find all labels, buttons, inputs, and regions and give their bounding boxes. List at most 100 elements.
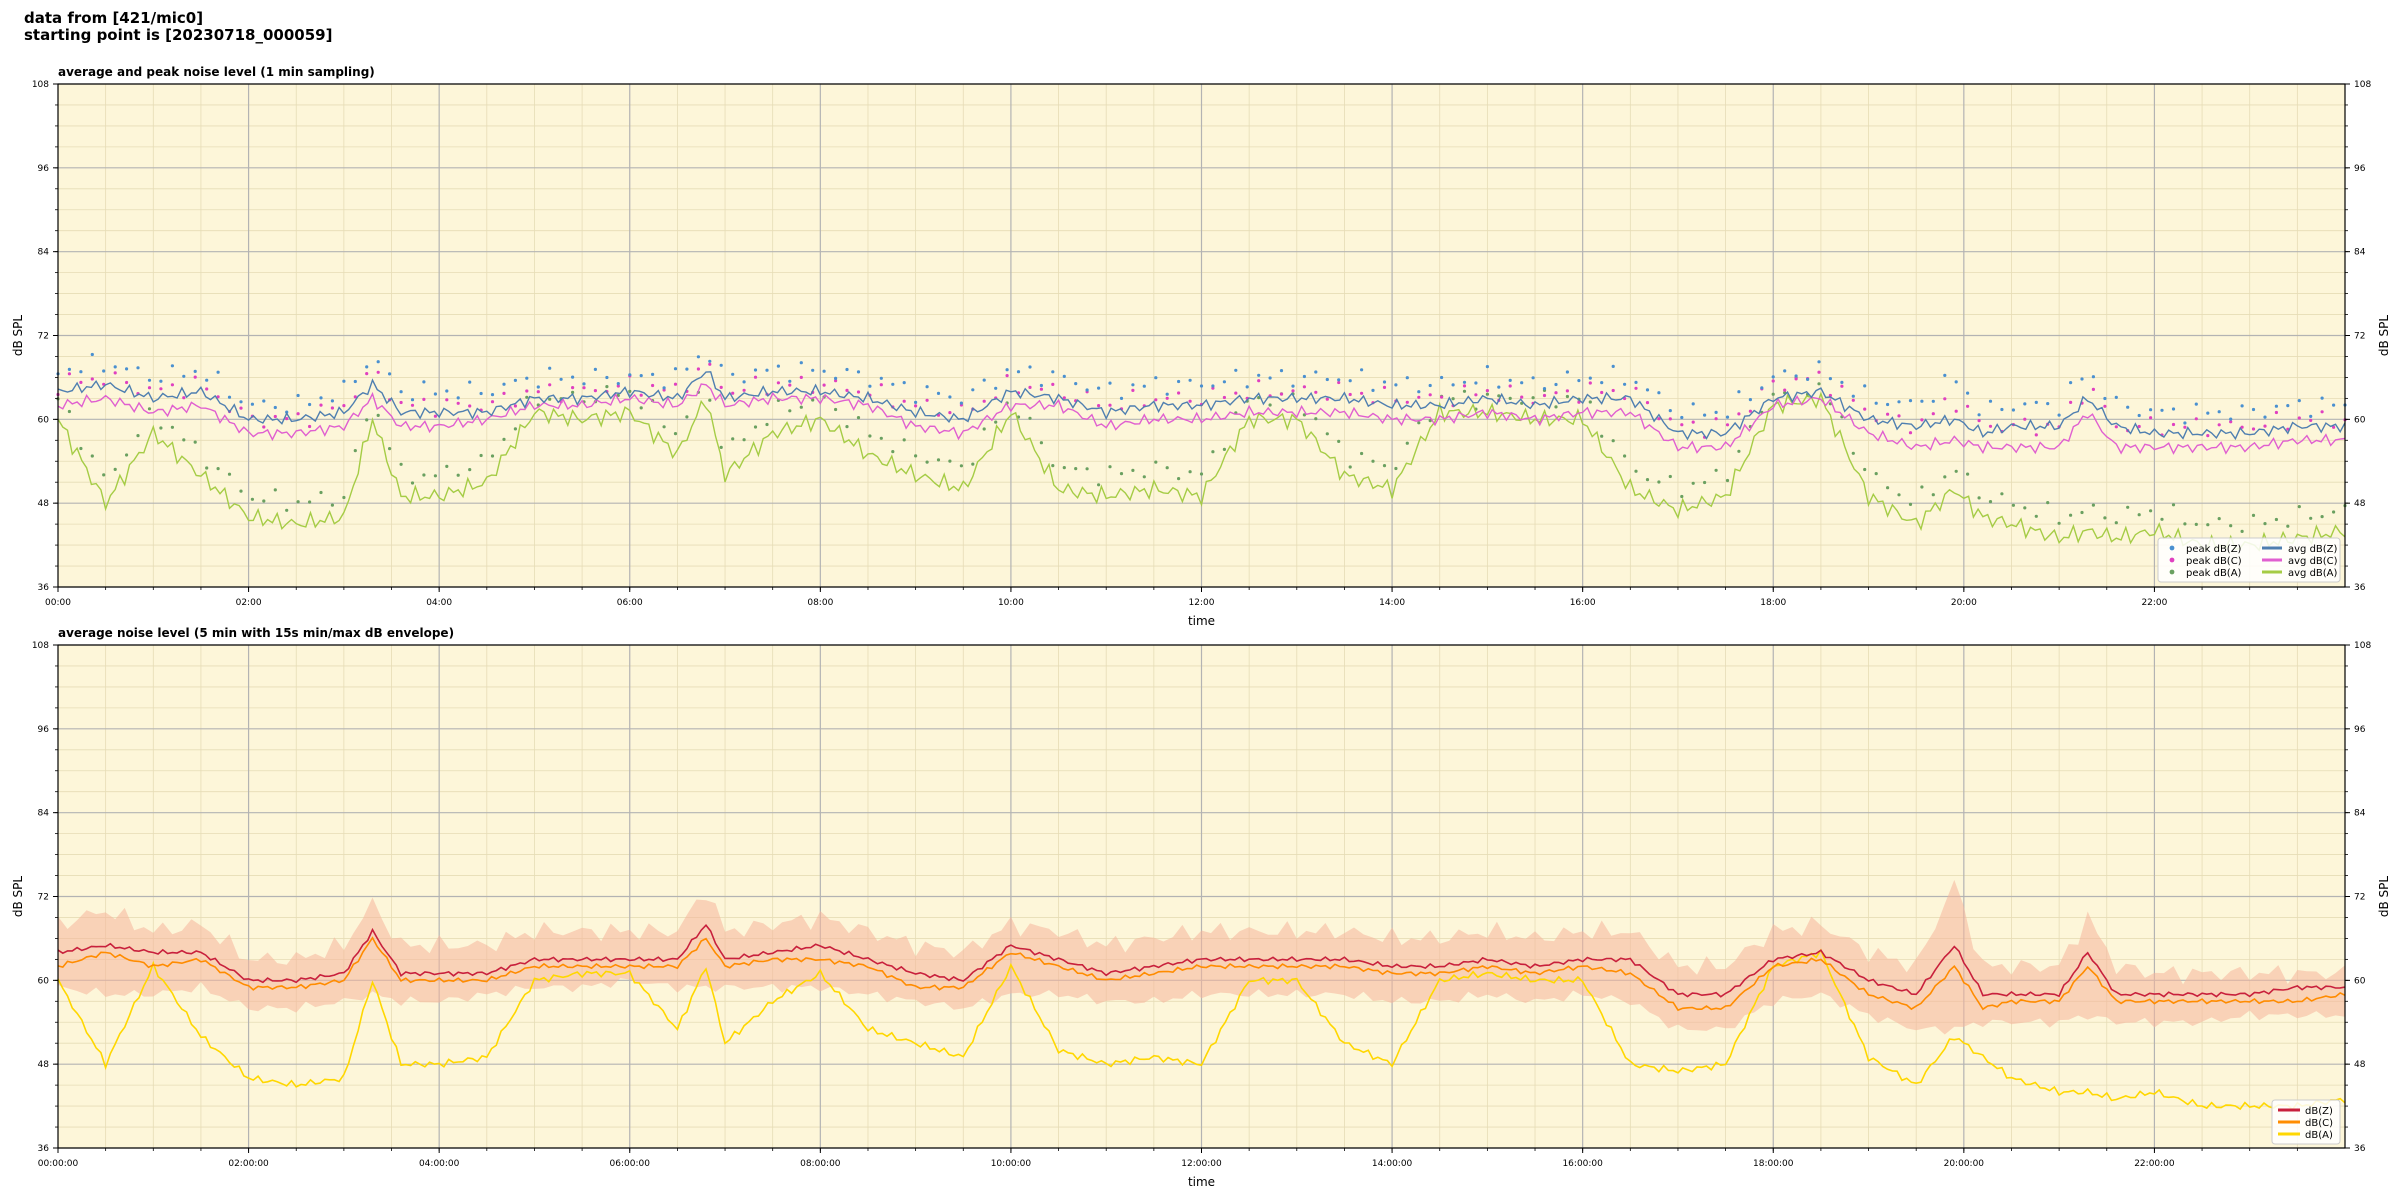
y-tick-label-left: 96: [38, 164, 50, 174]
peak-point-peakdba: [182, 438, 186, 442]
peak-point-peakdbz: [605, 375, 609, 380]
peak-point-peakdbc: [571, 386, 575, 390]
peak-point-peakdbc: [1440, 395, 1444, 399]
peak-point-peakdba: [1462, 389, 1467, 393]
peak-point-peakdbc: [902, 399, 906, 403]
peak-point-peakdbz: [994, 386, 998, 390]
peak-point-peakdba: [2046, 501, 2050, 505]
peak-point-peakdbz: [811, 368, 815, 372]
peak-point-peakdbz: [1988, 399, 1993, 403]
y-tick-label-left: 48: [38, 499, 50, 509]
peak-point-peakdbz: [2240, 404, 2244, 408]
peak-point-peakdbc: [79, 380, 83, 384]
peak-point-peakdbz: [227, 395, 232, 399]
peak-point-peakdbz: [1703, 413, 1707, 417]
peak-point-peakdbc: [2149, 416, 2153, 420]
peak-point-peakdbz: [1748, 398, 1752, 402]
x-tick-label: 04:00: [426, 598, 452, 608]
peak-point-peakdbz: [2137, 413, 2141, 418]
peak-point-peakdbc: [2114, 425, 2118, 429]
peak-point-peakdbc: [1337, 380, 1341, 385]
peak-point-peakdbc: [1657, 417, 1661, 421]
peak-point-peakdba: [79, 446, 83, 451]
header-source-line: data from [421/mic0]: [24, 9, 204, 27]
y-tick-label-right: 60: [2354, 976, 2366, 986]
peak-point-peakdbz: [1211, 384, 1215, 388]
peak-point-peakdba: [2103, 516, 2107, 520]
x-tick-label: 06:00: [617, 598, 643, 608]
peak-point-peakdbz: [1691, 402, 1695, 406]
peak-point-peakdbz: [1760, 386, 1764, 390]
peak-point-peakdba: [1988, 500, 1993, 504]
peak-point-peakdba: [1657, 480, 1661, 484]
legend-box: [2157, 537, 2341, 583]
x-tick-label: 20:00:00: [1944, 1159, 1985, 1169]
peak-point-peakdba: [2011, 503, 2015, 507]
x-tick-label: 20:00: [1951, 598, 1977, 608]
peak-point-peakdbc: [1542, 393, 1547, 398]
peak-point-peakdbc: [1257, 379, 1261, 383]
peak-point-peakdbz: [1908, 399, 1913, 403]
peak-point-peakdbz: [822, 369, 826, 373]
peak-point-peakdbz: [1714, 410, 1718, 414]
peak-point-peakdbc: [273, 414, 277, 419]
peak-point-peakdbz: [639, 374, 643, 378]
peak-point-peakdbz: [1554, 382, 1558, 387]
peak-point-peakdbc: [1382, 385, 1387, 389]
peak-point-peakdbz: [1474, 381, 1478, 385]
y-tick-label-left: 60: [38, 976, 50, 986]
peak-point-peakdbc: [1565, 389, 1569, 393]
peak-point-peakdbz: [1371, 388, 1375, 392]
peak-point-peakdba: [765, 422, 769, 427]
peak-point-peakdba: [479, 453, 483, 458]
peak-point-peakdbz: [159, 379, 163, 383]
peak-point-peakdbc: [1177, 391, 1181, 395]
peak-point-peakdbc: [125, 380, 129, 385]
peak-point-peakdbz: [502, 382, 506, 386]
peak-point-peakdbz: [445, 389, 449, 393]
peak-point-peakdbc: [651, 383, 655, 388]
peak-point-peakdbz: [1931, 399, 1935, 403]
peak-point-peakdbz: [410, 398, 415, 402]
y-tick-label-left: 36: [38, 583, 50, 593]
peak-point-peakdba: [1325, 432, 1329, 436]
peak-point-peakdbz: [1897, 400, 1901, 404]
peak-point-peakdbc: [285, 417, 289, 421]
peak-point-peakdbc: [445, 398, 449, 402]
peak-point-peakdbz: [2080, 377, 2084, 381]
peak-point-peakdbz: [548, 366, 552, 370]
peak-point-peakdba: [605, 385, 609, 389]
peak-point-peakdba: [1565, 394, 1569, 399]
peak-point-peakdbz: [1588, 376, 1592, 380]
peak-point-peakdbc: [582, 386, 586, 390]
series-line-avgdbz: [57, 371, 2346, 441]
peak-point-peakdbc: [1783, 388, 1787, 392]
peak-point-peakdbz: [2194, 402, 2198, 406]
peak-point-peakdba: [1966, 472, 1970, 476]
peak-point-peakdbz: [1920, 399, 1924, 403]
peak-point-peakdba: [1039, 441, 1043, 445]
peak-point-peakdba: [1337, 439, 1341, 443]
peak-point-peakdba: [1405, 441, 1409, 445]
peak-point-peakdba: [1703, 480, 1707, 485]
peak-point-peakdbz: [399, 390, 403, 394]
peak-point-peakdba: [2240, 529, 2244, 534]
peak-point-peakdbz: [2114, 395, 2118, 399]
peak-point-peakdba: [376, 413, 380, 417]
peak-point-peakdba: [1417, 421, 1421, 425]
peak-point-peakdbc: [2263, 424, 2267, 428]
peak-point-peakdba: [673, 432, 678, 436]
peak-point-peakdbz: [1405, 376, 1409, 380]
peak-point-peakdbc: [1348, 392, 1352, 397]
peak-point-peakdbc: [1474, 393, 1478, 397]
peak-point-peakdba: [1817, 382, 1821, 386]
peak-point-peakdbc: [2091, 387, 2095, 391]
peak-point-peakdbz: [2000, 407, 2004, 412]
peak-point-peakdba: [2023, 506, 2027, 510]
peak-point-peakdba: [1028, 416, 1032, 420]
peak-point-peakdbc: [1977, 419, 1981, 423]
peak-point-peakdba: [708, 398, 712, 402]
peak-point-peakdbz: [388, 372, 392, 376]
x-tick-label: 06:00:00: [610, 1159, 651, 1169]
